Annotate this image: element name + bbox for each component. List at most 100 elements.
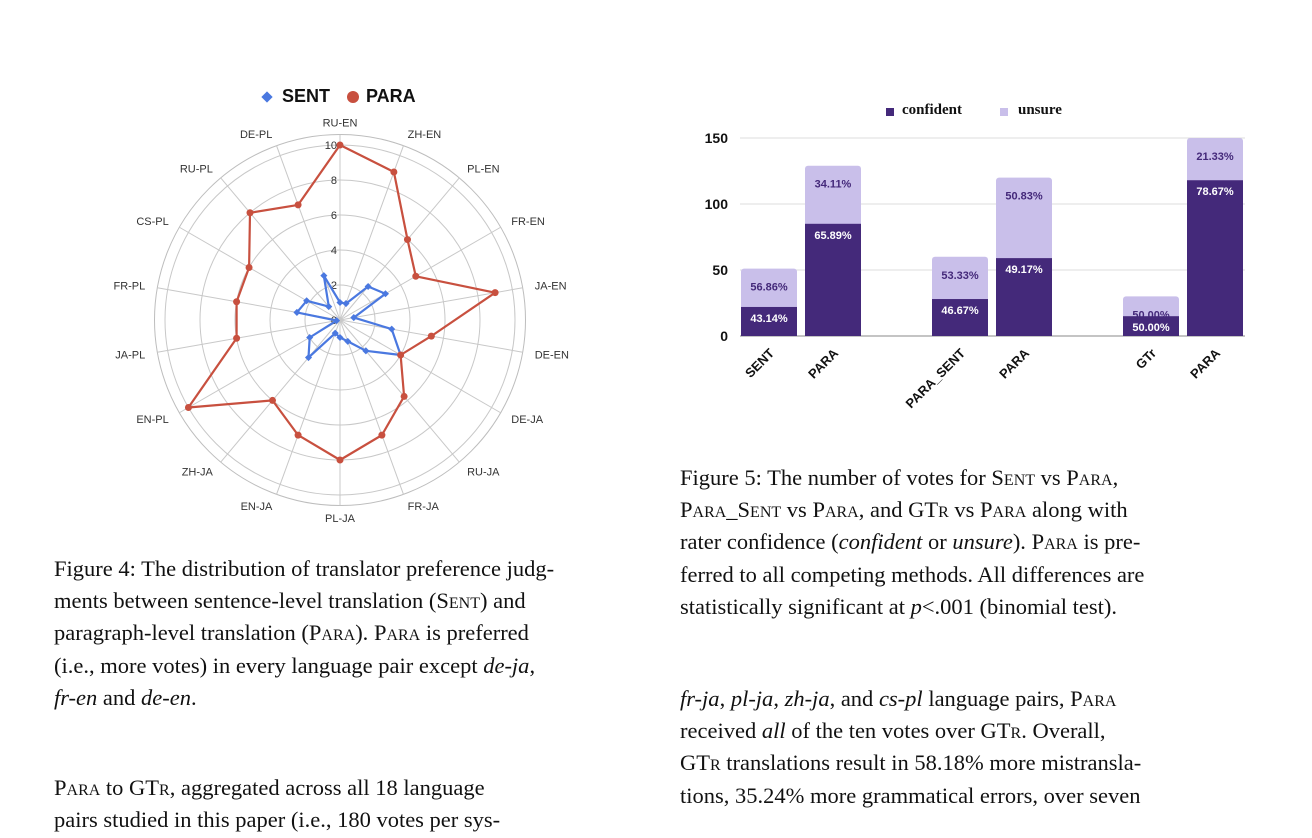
fig4-text: ) and (479, 588, 526, 614)
radar-point-sent (342, 300, 350, 308)
radar-point-para (491, 289, 499, 297)
radar-spoke (339, 319, 460, 463)
sent-legend-marker (261, 91, 273, 103)
radar-point-para (336, 456, 344, 464)
radar-point-para (378, 431, 386, 439)
fig5-text: statistically significant at (680, 593, 911, 619)
radar-axis-label: PL-EN (467, 164, 499, 176)
fig5-text: or (922, 529, 953, 555)
body-text: , and (829, 686, 879, 711)
fig4-smallcaps: Para (308, 620, 356, 646)
radar-axis-label: DE-JA (511, 414, 543, 426)
fig4-italic: fr-en (54, 684, 98, 710)
bar-unsure-label: 56.86% (750, 282, 788, 294)
fig5-smallcaps: Para (980, 497, 1027, 523)
body-text: language pairs, (922, 686, 1071, 711)
body-text: GT (680, 750, 710, 776)
bar-confident-segment (741, 306, 797, 336)
body-text: . Overall, (1021, 718, 1106, 744)
radar-point-para (427, 332, 435, 340)
radar-point-para (390, 168, 398, 176)
fig4-smallcaps: Para (373, 620, 421, 646)
radar-point-sent (364, 282, 372, 291)
radar-tick-label: 6 (331, 210, 337, 222)
fig5-text: rater confidence ( (680, 529, 839, 555)
fig4-italic: de-ja (483, 652, 530, 678)
bar-unsure-label: 50.83% (1005, 191, 1043, 203)
body-text: , (773, 686, 785, 711)
bar-unsure-segment (741, 268, 797, 311)
bar-confident-segment (1187, 180, 1243, 336)
unsure-legend-label: unsure (1018, 102, 1062, 118)
confident-legend-swatch (886, 108, 894, 116)
radar-spoke (339, 226, 501, 321)
radar-axis-label: DE-EN (535, 349, 569, 361)
fig5-smallcaps: Para (1066, 465, 1113, 490)
fig4-text: ments between sentence-level translation… (54, 588, 437, 614)
body-smallcaps: Para (1070, 686, 1117, 711)
para-legend-marker (347, 91, 359, 103)
body-line: pairs studied in this paper (i.e., 180 v… (54, 807, 501, 833)
fig5-smallcaps: Para_Sent (680, 497, 782, 523)
radar-spoke (339, 177, 460, 321)
body-text: translations result in 58.18% more mistr… (720, 750, 1142, 776)
fig5-text: <.001 (binomial test). (921, 593, 1117, 619)
radar-spoke (179, 226, 341, 321)
fig4-text: and (97, 684, 142, 710)
radar-point-para (246, 209, 254, 217)
radar-point-sent (325, 303, 333, 311)
radar-point-sent (303, 297, 311, 305)
fig5-text: is pre- (1077, 529, 1141, 555)
fig5-text: along with (1026, 497, 1128, 523)
fig5-line: ferred to all competing methods. All dif… (680, 561, 1145, 587)
body-text: of the ten votes over GT (785, 718, 1011, 744)
bar-confident-label: 50.00% (1132, 322, 1170, 334)
fig4-text: ). (355, 620, 374, 646)
fig5-text: vs (781, 497, 813, 523)
body-italic: pl-ja (730, 686, 774, 711)
bar-unsure-segment (805, 165, 861, 228)
fig5-text: Figure 5: The number of votes for (680, 465, 992, 490)
fig5-italic: p (910, 593, 922, 619)
radar-point-para (184, 404, 192, 411)
body-smallcaps: r (1010, 718, 1022, 744)
bar-category-label: SENT (742, 345, 777, 380)
radar-point-sent (331, 329, 339, 337)
bar-legend: confident unsure (884, 102, 1084, 122)
radar-point-para (397, 351, 405, 359)
bar-confident-segment (932, 299, 988, 336)
bar-confident-segment (805, 223, 861, 336)
bar-y-tick-label: 0 (720, 328, 728, 344)
bar-unsure-segment (1187, 138, 1243, 185)
fig5-text: ). (1012, 529, 1032, 555)
bar-category-label: PARA (1187, 345, 1223, 381)
radar-axis-label: RU-EN (323, 117, 358, 129)
radar-point-sent (336, 333, 344, 342)
body-italic: all (761, 718, 786, 744)
radar-chart: RU-EN ZH-EN PL-EN FR-EN JA-EN DE-EN DE-JA RU-JA… (113, 117, 569, 525)
bar-confident-segment (996, 258, 1052, 336)
bar-category-label: PARA_SENT (903, 345, 969, 411)
radar-point-sent (293, 308, 301, 316)
radar-point-para (403, 236, 411, 244)
radar-point-sent (362, 347, 370, 355)
sent-legend-label: SENT (282, 86, 331, 106)
body-text: to GT (100, 775, 160, 800)
radar-point-para (400, 392, 408, 400)
radar-axis-label: JA-EN (535, 281, 567, 293)
fig4-text: paragraph-level translation ( (54, 620, 309, 646)
fig5-smallcaps: Para (1031, 529, 1078, 555)
bar-category-label: PARA (996, 345, 1032, 381)
bar-category-label: GTr (1133, 346, 1159, 372)
body-text-right: fr-ja, pl-ja, zh-ja, and cs-pl language … (680, 683, 1270, 812)
radar-axis-label: DE-PL (240, 129, 272, 141)
fig5-smallcaps: r (938, 497, 949, 523)
bar-y-tick-label: 100 (705, 196, 729, 212)
para-legend-label: PARA (366, 86, 416, 106)
fig5-text: , and GT (858, 497, 939, 523)
body-text: received (680, 718, 762, 744)
radar-spoke (276, 145, 341, 321)
radar-tick-label: 4 (331, 245, 337, 257)
body-text: , (719, 686, 731, 711)
radar-point-para (233, 334, 241, 342)
